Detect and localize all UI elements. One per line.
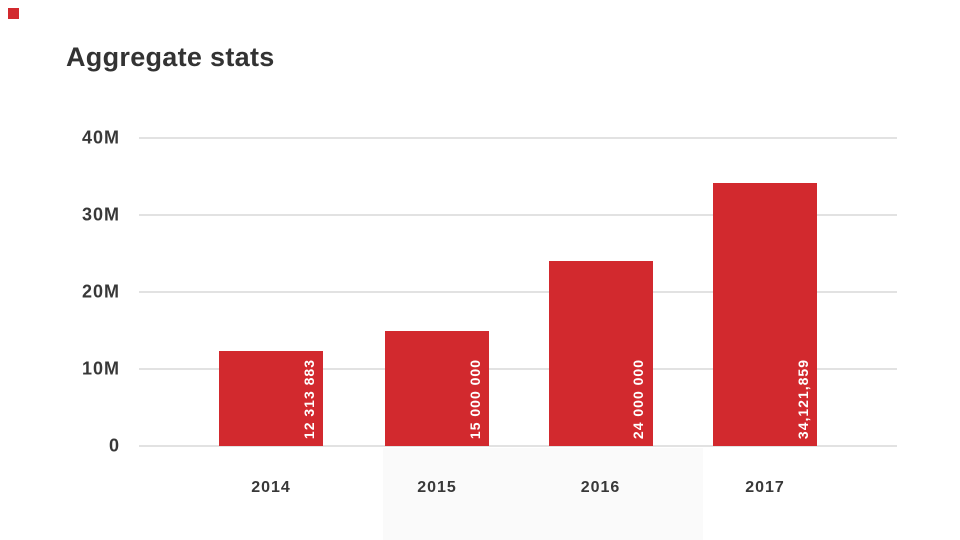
gridline [139,368,897,370]
x-axis-label: 2016 [580,479,621,496]
bar-value-label: 34,121,859 [794,358,811,439]
footer-shade [383,448,703,540]
bar-value-label: 15 000 000 [466,358,483,439]
bar-2017: 34,121,859 [713,183,817,446]
x-axis-label: 2017 [745,479,785,496]
y-axis-tick-label: 40M [81,127,120,148]
y-axis-tick-label: 10M [81,358,120,379]
gridline [139,445,897,447]
gridline [139,137,897,139]
page-title: Aggregate stats [66,42,275,72]
bar-value-label: 12 313 883 [300,358,317,439]
gridline [139,291,897,293]
x-axis-label: 2014 [251,479,291,496]
y-axis-tick-label: 20M [81,281,120,302]
gridline [139,214,897,216]
x-axis-label: 2015 [417,479,457,496]
y-axis-tick-label: 0 [108,435,120,456]
bar-2014: 12 313 883 [219,351,323,446]
y-axis-tick-label: 30M [81,204,120,225]
bar-2016: 24 000 000 [548,261,653,446]
bar-2015: 15 000 000 [385,330,489,446]
bar-value-label: 24 000 000 [630,358,647,439]
corner-marker [8,8,19,19]
